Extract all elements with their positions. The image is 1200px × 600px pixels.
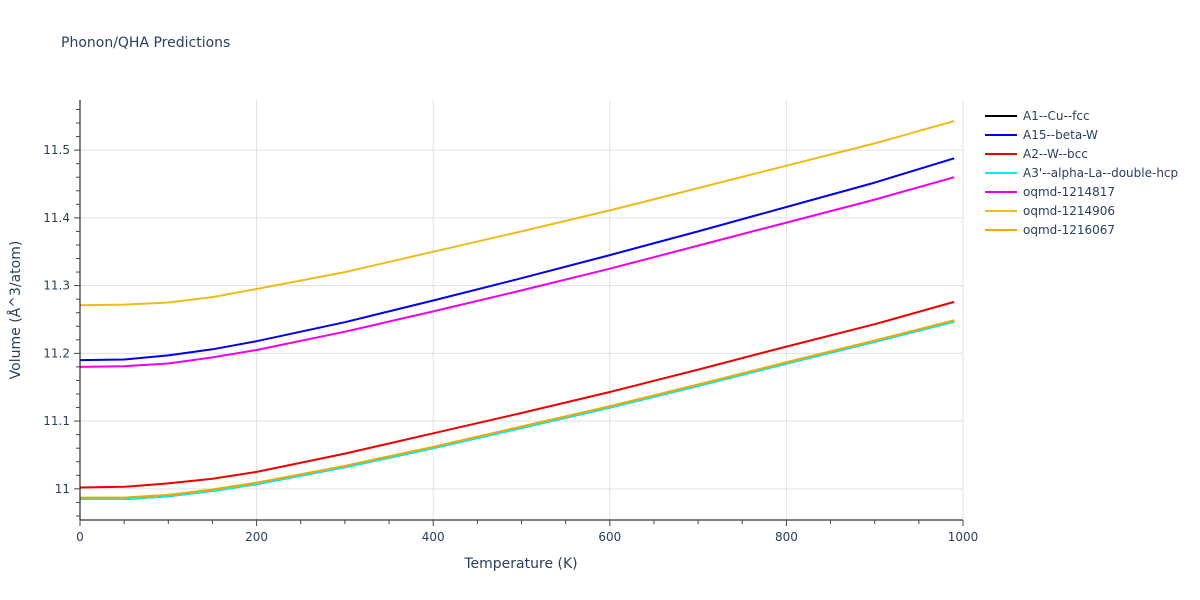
x-tick-label: 600 (598, 530, 621, 544)
axes (79, 100, 963, 521)
y-tick-label: 11 (55, 482, 70, 496)
x-tick-label: 200 (245, 530, 268, 544)
y-axis-ticks: 11 11.1 11.2 11.3 11.4 11.5 (43, 108, 80, 517)
series-line[interactable] (80, 320, 955, 500)
legend-line-icon (985, 133, 1017, 136)
x-axis-ticks: 0 200 400 600 800 1000 (76, 520, 978, 544)
legend-label: A3'--alpha-La--double-hcp (1023, 165, 1179, 180)
series-line[interactable] (79, 157, 955, 362)
legend-label: oqmd-1214817 (1023, 184, 1116, 199)
legend-item[interactable]: A2--W--bcc (985, 144, 1178, 163)
x-tick-label: 800 (775, 530, 798, 544)
legend-line-icon (985, 114, 1017, 117)
legend-line-icon (985, 209, 1017, 212)
legend: A1--Cu--fcc A15--beta-W A2--W--bcc A3'--alp… (985, 106, 1178, 239)
legend-item[interactable]: A1--Cu--fcc (985, 106, 1178, 125)
x-tick-label: 1000 (948, 530, 979, 544)
series-line[interactable] (79, 300, 955, 489)
y-tick-label: 11.5 (43, 143, 70, 157)
legend-line-icon (985, 171, 1017, 174)
y-tick-label: 11.3 (43, 279, 70, 293)
y-tick-label: 11.2 (43, 346, 70, 360)
series-line[interactable] (79, 120, 955, 307)
legend-item[interactable]: oqmd-1214817 (985, 182, 1178, 201)
x-axis-title: Temperature (K) (463, 556, 577, 572)
legend-item[interactable]: A15--beta-W (985, 125, 1178, 144)
legend-line-icon (985, 152, 1017, 155)
gridlines (80, 100, 964, 520)
legend-line-icon (985, 228, 1017, 231)
x-tick-label: 0 (76, 530, 84, 544)
legend-label: A1--Cu--fcc (1023, 108, 1090, 123)
legend-item[interactable]: A3'--alpha-La--double-hcp (985, 163, 1178, 182)
legend-item[interactable]: oqmd-1216067 (985, 220, 1178, 239)
y-tick-label: 11.4 (43, 211, 70, 225)
x-tick-label: 400 (422, 530, 445, 544)
legend-label: A2--W--bcc (1023, 146, 1088, 161)
series-line[interactable] (80, 320, 955, 500)
legend-label: A15--beta-W (1023, 127, 1098, 142)
series-line[interactable] (80, 319, 955, 499)
series-line[interactable] (79, 176, 955, 368)
y-tick-label: 11.1 (43, 414, 70, 428)
y-axis-title: Volume (Å^3/atom) (7, 241, 24, 380)
legend-item[interactable]: oqmd-1214906 (985, 201, 1178, 220)
legend-label: oqmd-1214906 (1023, 203, 1116, 218)
chart-title: Phonon/QHA Predictions (61, 35, 231, 51)
legend-line-icon (985, 190, 1017, 193)
data-lines (79, 120, 955, 500)
legend-label: oqmd-1216067 (1023, 222, 1116, 237)
